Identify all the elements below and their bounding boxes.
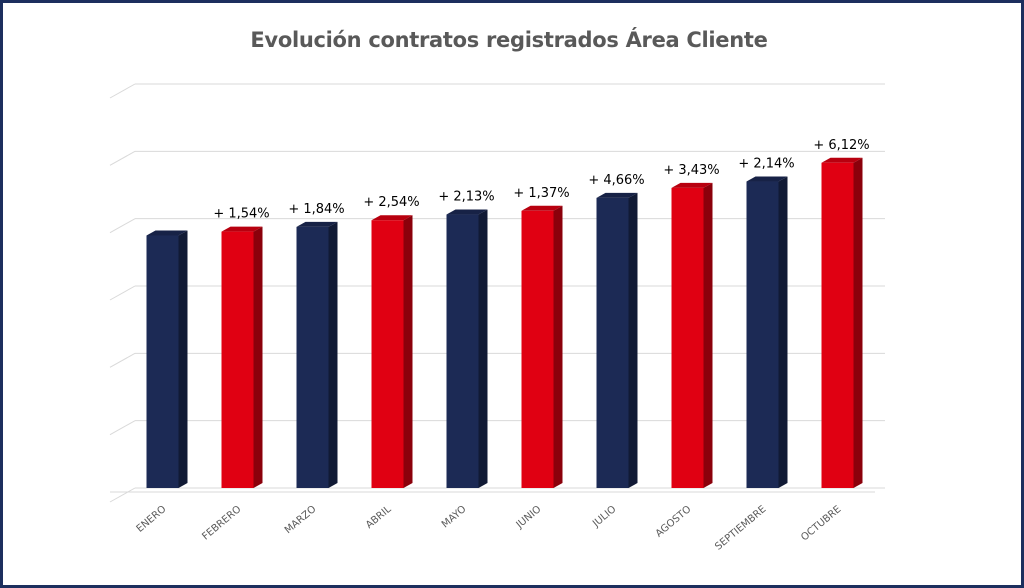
bar-top — [221, 226, 263, 232]
bar-top — [821, 157, 863, 163]
bar-front — [746, 181, 779, 488]
bar-side — [703, 182, 713, 488]
data-label: + 1,37% — [513, 186, 569, 201]
bar-front — [821, 162, 854, 488]
data-label: + 6,12% — [813, 138, 869, 153]
gridline-slant — [109, 487, 136, 503]
bar-side — [853, 157, 863, 488]
x-tick-label: MARZO — [283, 504, 319, 536]
x-tick-label: SEPTIEMBRE — [713, 504, 768, 553]
bar-top — [671, 182, 713, 188]
x-tick-labels: ENERO FEBRERO MARZO ABRIL MAYO JUNIO JULIO AGOS… — [135, 504, 844, 553]
data-label: + 2,14% — [738, 157, 794, 172]
bar-front — [221, 231, 254, 488]
bar-mayo — [446, 209, 488, 489]
data-labels: + 1,54% + 1,84% + 2,54% + 2,13% + 1,37% + 4,6… — [213, 138, 869, 222]
gridline-slant — [109, 218, 136, 234]
bars — [146, 157, 863, 489]
bar-side — [628, 192, 638, 488]
bar-top — [521, 205, 563, 211]
bar-side — [253, 226, 263, 488]
x-tick-label: JUNIO — [514, 504, 544, 532]
gridline-slant — [109, 285, 136, 301]
x-tick-label: ENERO — [135, 504, 169, 535]
bar-side — [553, 205, 563, 489]
bar-front — [296, 226, 329, 488]
x-tick-label: MAYO — [440, 504, 469, 531]
bar-febrero — [221, 226, 263, 488]
data-label: + 1,54% — [213, 207, 269, 222]
bar-top — [746, 176, 788, 182]
bar-side — [328, 221, 338, 488]
bar-top — [296, 221, 338, 227]
bar-agosto — [671, 182, 713, 488]
bar-top — [596, 192, 638, 198]
bar-top — [146, 230, 188, 236]
bar-side — [478, 209, 488, 489]
bar-front — [521, 210, 554, 489]
bar-junio — [521, 205, 563, 489]
bar-octubre — [821, 157, 863, 488]
bar-abril — [371, 215, 413, 488]
chart-title: Evolución contratos registrados Área Cli… — [250, 28, 768, 52]
bar-front — [146, 235, 179, 488]
gridline-slant — [109, 150, 136, 166]
data-label: + 3,43% — [663, 163, 719, 178]
bar-side — [778, 176, 788, 488]
gridline-slant — [109, 352, 136, 368]
bar-front — [671, 187, 704, 488]
x-tick-label: FEBRERO — [200, 504, 243, 543]
bar-side — [403, 215, 413, 488]
gridline-slant — [109, 83, 136, 99]
bar-julio — [596, 192, 638, 488]
gridline-slant — [109, 420, 136, 436]
bar-marzo — [296, 221, 338, 488]
data-label: + 2,54% — [363, 195, 419, 210]
bar-septiembre — [746, 176, 788, 488]
x-tick-label: JULIO — [590, 504, 618, 530]
bar-top — [371, 215, 413, 221]
bar-top — [446, 209, 488, 215]
data-label: + 1,84% — [288, 202, 344, 217]
x-tick-label: OCTUBRE — [799, 504, 843, 544]
bar-side — [178, 230, 188, 488]
bar-front — [371, 220, 404, 488]
bar-front — [596, 197, 629, 488]
bar-enero — [146, 230, 188, 488]
x-tick-label: ABRIL — [364, 504, 394, 531]
x-tick-label: AGOSTO — [654, 504, 694, 540]
bar-front — [446, 214, 479, 489]
data-label: + 4,66% — [588, 173, 644, 188]
data-label: + 2,13% — [438, 190, 494, 205]
